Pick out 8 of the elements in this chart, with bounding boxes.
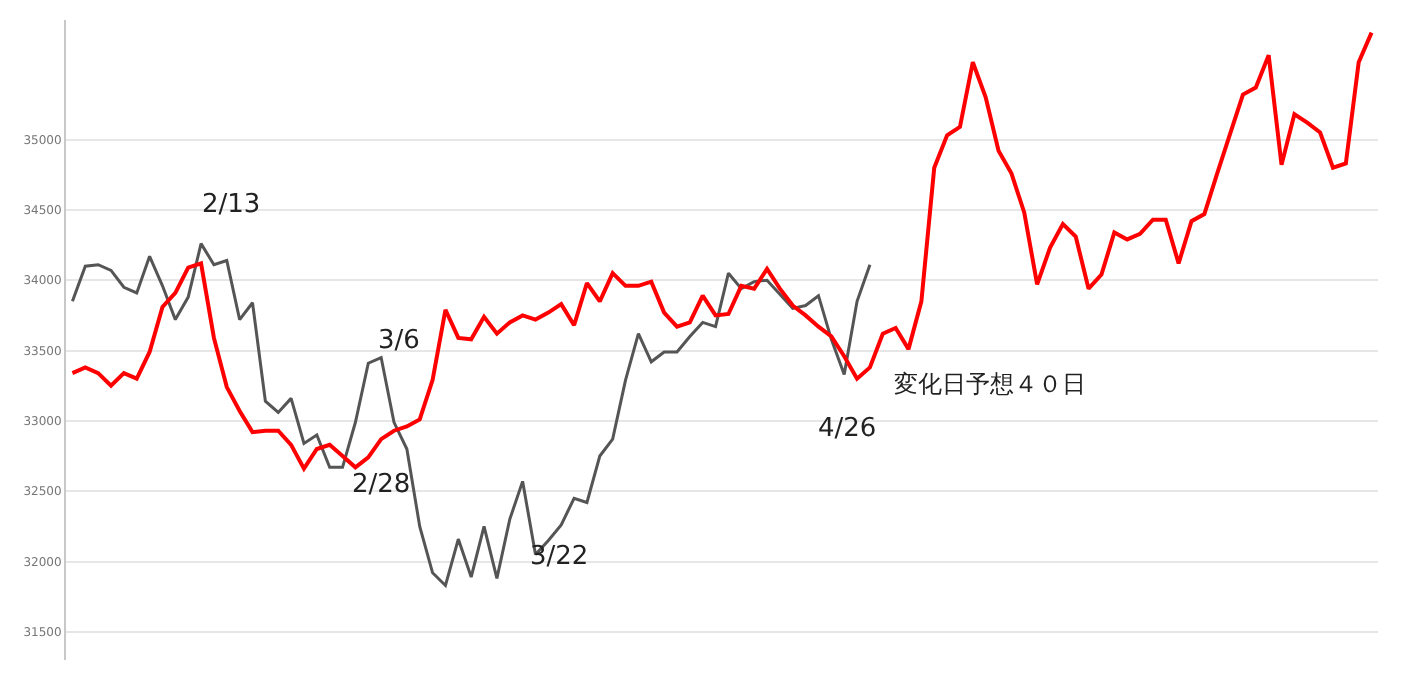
annotation: 変化日予想４０日 [894, 370, 1086, 398]
annotation: 2/13 [202, 190, 261, 220]
annotation: 3/22 [530, 542, 589, 572]
annotation: 4/26 [818, 414, 877, 444]
annotation: 2/28 [352, 470, 411, 500]
line-series [70, 242, 872, 587]
annotation: 3/6 [378, 326, 420, 356]
line-series [70, 30, 1374, 471]
